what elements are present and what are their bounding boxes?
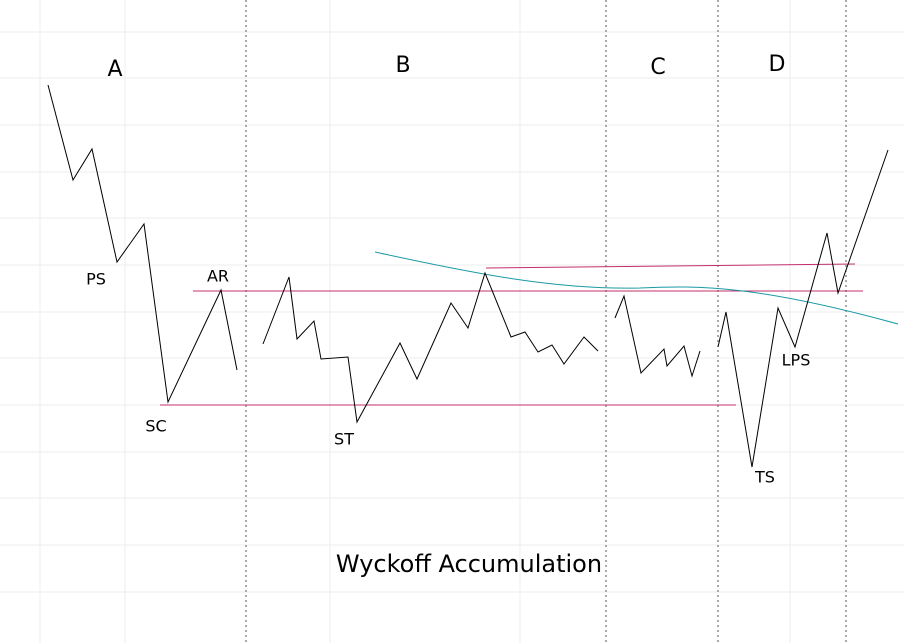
levels [160, 251, 899, 406]
phase-label: B [395, 53, 410, 78]
phase-label: C [650, 55, 665, 80]
price-path [47, 84, 889, 468]
event-label: ST [334, 430, 354, 449]
event-label: SC [145, 417, 166, 436]
phase-separators [245, 0, 847, 643]
event-label: LPS [782, 351, 811, 370]
phase-label: A [107, 57, 122, 82]
phase-label: D [769, 52, 786, 77]
event-label: TS [754, 468, 775, 487]
event-label: PS [86, 270, 106, 289]
event-label: AR [207, 267, 229, 286]
title: Wyckoff Accumulation [336, 550, 602, 578]
